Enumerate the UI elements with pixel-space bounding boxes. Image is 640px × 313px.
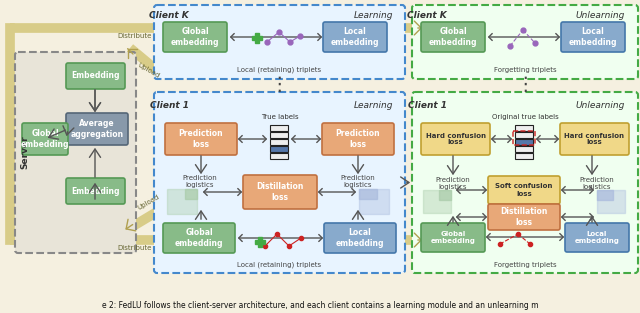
Text: Upload: Upload: [136, 193, 160, 211]
Text: Distillation
loss: Distillation loss: [500, 207, 548, 227]
FancyBboxPatch shape: [154, 92, 405, 273]
Text: Unlearning: Unlearning: [575, 12, 625, 20]
Text: ⋮: ⋮: [269, 74, 289, 94]
Text: Prediction
loss: Prediction loss: [179, 129, 223, 149]
Text: Client 1: Client 1: [408, 100, 447, 110]
Text: Prediction
logistics: Prediction logistics: [182, 176, 218, 188]
Bar: [515, 146, 533, 152]
Polygon shape: [597, 190, 625, 213]
Text: Hard confusion
loss: Hard confusion loss: [564, 132, 625, 146]
Bar: [270, 146, 288, 152]
FancyBboxPatch shape: [412, 5, 638, 79]
Text: Client 1: Client 1: [150, 100, 189, 110]
Bar: [515, 125, 533, 131]
Text: Prediction
logistics: Prediction logistics: [436, 177, 470, 189]
Text: Soft confusion
loss: Soft confusion loss: [495, 183, 553, 197]
FancyBboxPatch shape: [488, 176, 560, 204]
FancyBboxPatch shape: [421, 223, 485, 252]
FancyBboxPatch shape: [22, 123, 68, 155]
FancyBboxPatch shape: [66, 113, 128, 145]
Text: Global
embedding: Global embedding: [171, 27, 220, 47]
Text: Local
embedding: Local embedding: [569, 27, 617, 47]
Text: Upload: Upload: [136, 61, 160, 79]
FancyBboxPatch shape: [324, 223, 396, 253]
FancyBboxPatch shape: [421, 123, 490, 155]
FancyBboxPatch shape: [322, 123, 394, 155]
FancyBboxPatch shape: [154, 5, 405, 79]
Text: Local (retaining) triplets: Local (retaining) triplets: [237, 262, 321, 268]
FancyBboxPatch shape: [15, 52, 136, 253]
FancyBboxPatch shape: [565, 223, 629, 252]
Text: Learning: Learning: [355, 12, 394, 20]
Text: e 2: FedLU follows the client-server architecture, and each client contains a le: e 2: FedLU follows the client-server arc…: [102, 301, 538, 310]
Text: Distillation
loss: Distillation loss: [256, 182, 304, 202]
Bar: [270, 153, 288, 159]
Polygon shape: [185, 189, 197, 199]
Polygon shape: [359, 189, 389, 214]
Text: Global
embedding: Global embedding: [429, 27, 477, 47]
Text: Learning: Learning: [355, 100, 394, 110]
Text: Hard confusion
loss: Hard confusion loss: [426, 132, 486, 146]
Text: Global
embedding: Global embedding: [175, 228, 223, 248]
Text: Local
embedding: Local embedding: [336, 228, 384, 248]
Bar: [270, 132, 288, 138]
FancyBboxPatch shape: [561, 22, 625, 52]
Polygon shape: [439, 190, 451, 200]
Text: Global
embedding: Global embedding: [20, 129, 69, 149]
Text: Embedding: Embedding: [71, 71, 120, 80]
FancyBboxPatch shape: [421, 22, 485, 52]
Text: Client K: Client K: [407, 12, 447, 20]
Text: Server: Server: [20, 136, 29, 169]
Text: Prediction
logistics: Prediction logistics: [580, 177, 614, 189]
Text: Average
aggregation: Average aggregation: [70, 119, 124, 139]
Text: Forgetting triplets: Forgetting triplets: [493, 262, 556, 268]
Text: Prediction
loss: Prediction loss: [336, 129, 380, 149]
Bar: [515, 132, 533, 138]
FancyBboxPatch shape: [66, 63, 125, 89]
Text: Client K: Client K: [149, 12, 189, 20]
Text: Local
embedding: Local embedding: [331, 27, 380, 47]
Text: Global
embedding: Global embedding: [431, 231, 476, 244]
Polygon shape: [167, 189, 197, 214]
Bar: [515, 153, 533, 159]
Text: Embedding: Embedding: [71, 187, 120, 196]
FancyBboxPatch shape: [163, 223, 235, 253]
Bar: [515, 139, 533, 145]
Text: ⋮: ⋮: [515, 74, 535, 94]
FancyBboxPatch shape: [323, 22, 387, 52]
FancyBboxPatch shape: [488, 204, 560, 230]
Text: Distribute: Distribute: [118, 33, 152, 39]
Bar: [270, 139, 288, 145]
FancyBboxPatch shape: [412, 92, 638, 273]
Text: Unlearning: Unlearning: [575, 100, 625, 110]
Text: True labels: True labels: [260, 114, 298, 120]
FancyBboxPatch shape: [66, 178, 125, 204]
Polygon shape: [597, 190, 613, 200]
FancyBboxPatch shape: [243, 175, 317, 209]
FancyBboxPatch shape: [163, 22, 227, 52]
Polygon shape: [423, 190, 451, 213]
Text: Distribute: Distribute: [118, 245, 152, 251]
Text: Original true labels: Original true labels: [492, 114, 558, 120]
FancyBboxPatch shape: [165, 123, 237, 155]
FancyBboxPatch shape: [560, 123, 629, 155]
Text: Forgetting triplets: Forgetting triplets: [493, 67, 556, 73]
Polygon shape: [359, 189, 377, 199]
Text: Local
embedding: Local embedding: [575, 231, 620, 244]
Text: Local (retaining) triplets: Local (retaining) triplets: [237, 67, 321, 73]
Text: Prediction
logistics: Prediction logistics: [340, 176, 376, 188]
Bar: [270, 125, 288, 131]
